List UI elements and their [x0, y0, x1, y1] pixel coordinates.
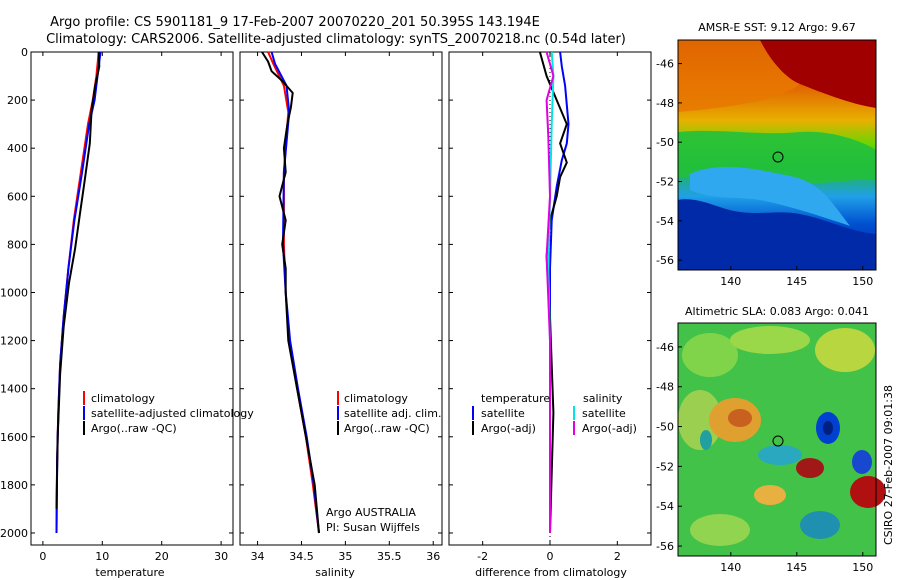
salinity-legend-argo: Argo(..raw -QC) — [344, 422, 430, 435]
x-tick-label: 34 — [251, 550, 265, 563]
y-tick-label: 1000 — [0, 286, 28, 299]
y-tick-label: 1800 — [0, 479, 28, 492]
x-tick-label: 0 — [547, 550, 554, 563]
temperature-panel-frame — [30, 51, 234, 546]
y-tick-label: 600 — [7, 190, 28, 203]
series-line-argo-raw-qc- — [261, 51, 320, 534]
x-tick-label: 34.5 — [289, 550, 314, 563]
y-tick-label: 0 — [21, 46, 28, 59]
series-line-climatology — [55, 51, 100, 534]
difference-panel: -2 0 2 — [449, 51, 651, 563]
temperature-xlabel: temperature — [95, 566, 164, 579]
y-tick-label: 1200 — [0, 335, 28, 348]
x-tick-label: 10 — [95, 550, 109, 563]
map-x-tick-label: 145 — [786, 275, 807, 288]
sla-map-title: Altimetric SLA: 0.083 Argo: 0.041 — [685, 305, 869, 318]
salinity-panel-frame — [239, 51, 443, 546]
map-y-tick-label: -50 — [656, 136, 674, 149]
x-tick-label: 30 — [214, 550, 228, 563]
map-y-tick-label: -46 — [656, 341, 674, 354]
x-tick-label: 35.5 — [377, 550, 402, 563]
map-y-tick-label: -52 — [656, 176, 674, 189]
map-x-tick-label: 150 — [852, 275, 873, 288]
temperature-legend-satellite: satellite-adjusted climatology — [91, 407, 254, 420]
difference-legend-sal-argo: Argo(-adj) — [582, 422, 637, 435]
difference-legend-sal-satellite: satellite — [582, 407, 626, 420]
x-tick-label: -2 — [477, 550, 488, 563]
map-x-tick-label: 140 — [720, 561, 741, 574]
difference-legend: temperature salinity satellite Argo(-adj… — [472, 392, 637, 435]
temperature-legend: climatology satellite-adjusted climatolo… — [83, 391, 254, 435]
y-tick-label: 1400 — [0, 383, 28, 396]
series-line-satellite-adj-clim- — [270, 51, 320, 534]
map-y-tick-label: -54 — [656, 500, 674, 513]
y-tick-label: 400 — [7, 142, 28, 155]
difference-xlabel: difference from climatology — [475, 566, 627, 579]
map-y-tick-label: -52 — [656, 460, 674, 473]
map-y-tick-label: -48 — [656, 381, 674, 394]
y-tick-label: 800 — [7, 238, 28, 251]
y-tick-label: 200 — [7, 94, 28, 107]
map-y-tick-label: -50 — [656, 421, 674, 434]
map-y-tick-label: -54 — [656, 215, 674, 228]
figure-title-line1: Argo profile: CS 5901181_9 17-Feb-2007 2… — [50, 15, 540, 30]
series-line-argo-raw-qc- — [55, 51, 101, 509]
sla-map-axes: 140 145 150 -46 -48 -50 -52 -54 -56 — [656, 341, 873, 574]
map-x-tick-label: 140 — [720, 275, 741, 288]
argo-program-label: Argo AUSTRALIA — [326, 506, 416, 519]
y-tick-label: 2000 — [0, 527, 28, 540]
x-tick-label: 35 — [338, 550, 352, 563]
salinity-xlabel: salinity — [315, 566, 355, 579]
timestamp-side-label: CSIRO 27-Feb-2007 09:01:38 — [882, 385, 895, 545]
salinity-legend: climatology satellite adj. clim. Argo(..… — [337, 391, 441, 435]
temperature-legend-climatology: climatology — [91, 392, 155, 405]
difference-legend-temperature-title: temperature — [481, 392, 550, 405]
series-line-salinity-argo-adj- — [545, 51, 555, 533]
sst-argo-location-marker — [772, 151, 784, 163]
map-x-tick-label: 145 — [786, 561, 807, 574]
difference-legend-temp-argo: Argo(-adj) — [481, 422, 536, 435]
salinity-legend-satellite: satellite adj. clim. — [344, 407, 441, 420]
sst-map-axes: 140 145 150 -46 -48 -50 -52 -54 -56 — [656, 58, 873, 288]
sla-map — [677, 322, 886, 557]
series-line-climatology — [267, 51, 320, 534]
x-tick-label: 0 — [39, 550, 46, 563]
x-tick-label: 36 — [426, 550, 440, 563]
temperature-legend-argo: Argo(..raw -QC) — [91, 422, 177, 435]
map-y-tick-label: -56 — [656, 254, 674, 267]
salinity-panel: 34 34.5 35 35.5 36 — [240, 51, 442, 563]
y-tick-label: 1600 — [0, 431, 28, 444]
series-line-temperature-argo-adj- — [538, 51, 568, 534]
sla-argo-location-marker — [772, 435, 784, 447]
map-y-tick-label: -56 — [656, 540, 674, 553]
map-x-tick-label: 150 — [852, 561, 873, 574]
map-y-tick-label: -48 — [656, 97, 674, 110]
map-y-tick-label: -46 — [656, 58, 674, 71]
sst-map — [677, 39, 877, 271]
temperature-panel: 0 10 20 30 0 200 400 600 800 1000 1200 1400 1600 1800… — [0, 46, 233, 563]
x-tick-label: 2 — [614, 550, 621, 563]
difference-legend-salinity-title: salinity — [583, 392, 623, 405]
x-tick-label: 20 — [155, 550, 169, 563]
series-line-satellite-adjusted-climatology — [55, 51, 102, 534]
figure-title-line2: Climatology: CARS2006. Satellite-adjuste… — [46, 32, 626, 47]
difference-legend-temp-satellite: satellite — [481, 407, 525, 420]
argo-pi-label: PI: Susan Wijffels — [326, 521, 420, 534]
sst-map-title: AMSR-E SST: 9.12 Argo: 9.67 — [698, 21, 856, 34]
salinity-legend-climatology: climatology — [344, 392, 408, 405]
